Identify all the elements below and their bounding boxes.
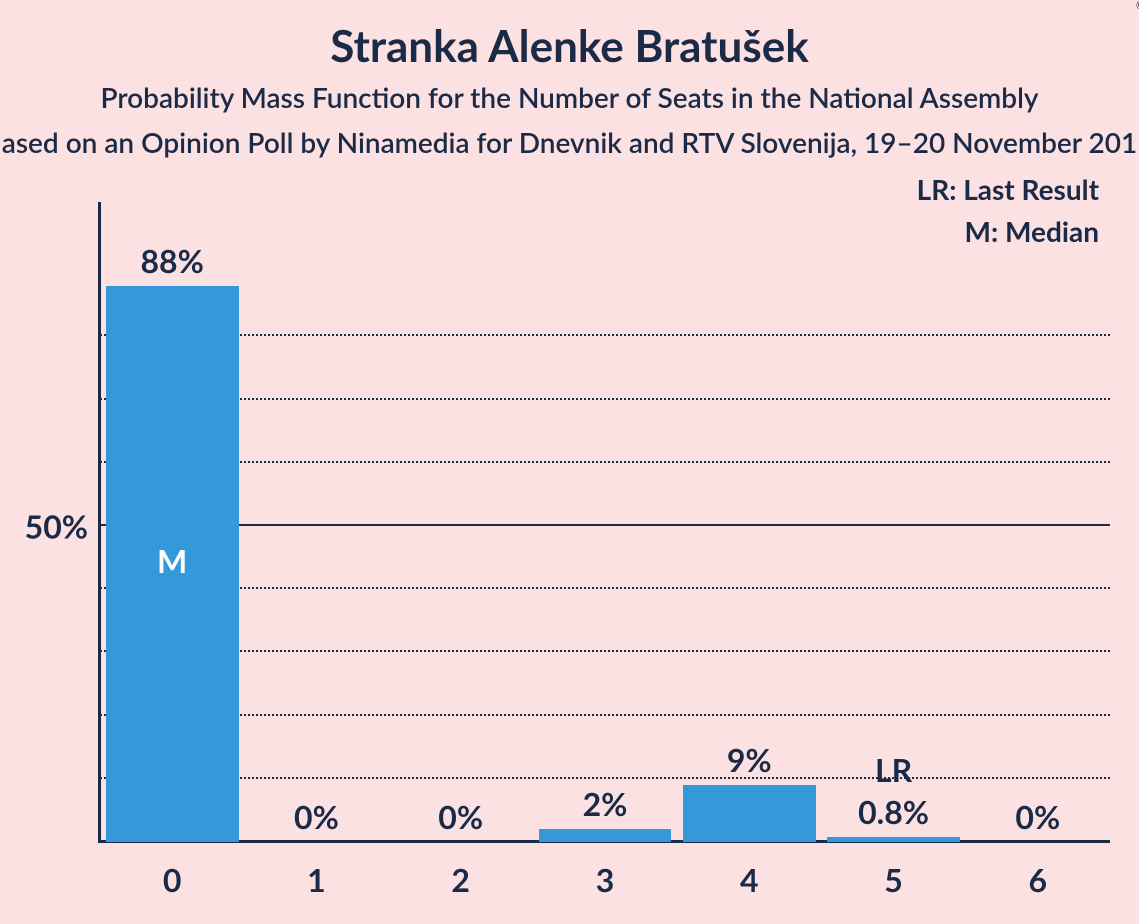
bar-value-label: 2% <box>583 784 628 823</box>
bar-value-label: 9% <box>727 740 772 779</box>
x-tick-label: 0 <box>163 860 182 899</box>
bar-slot: 9%4 <box>677 210 821 842</box>
bar-slot: 0.8%LR5 <box>821 210 965 842</box>
bar-slot: 0%2 <box>389 210 533 842</box>
bar-rect <box>539 829 672 842</box>
chart-title: Stranka Alenke Bratušek <box>0 20 1139 72</box>
bar-value-label: 88% <box>140 241 203 280</box>
bar-rect <box>827 837 960 842</box>
y-tick-label: 50% <box>25 507 88 546</box>
bar-slot: 0%1 <box>244 210 388 842</box>
chart-subtitle-1: Probability Mass Function for the Number… <box>0 80 1139 114</box>
plot-area: 88%M00%10%22%39%40.8%LR50%6 <box>100 210 1110 842</box>
x-tick-label: 3 <box>596 860 615 899</box>
x-tick-label: 2 <box>451 860 470 899</box>
copyright-notice: © 2018 Filip van Laenen <box>1133 0 1139 10</box>
legend-last-result: LR: Last Result <box>917 172 1099 206</box>
bar-slot: 0%6 <box>966 210 1110 842</box>
x-tick-label: 5 <box>884 860 903 899</box>
x-tick-label: 4 <box>740 860 759 899</box>
bar-value-label: 0% <box>1015 797 1060 836</box>
bars-container: 88%M00%10%22%39%40.8%LR50%6 <box>100 210 1110 842</box>
bar-value-label: 0.8% <box>858 792 929 831</box>
bar-slot: 2%3 <box>533 210 677 842</box>
bar-annotation: LR <box>875 750 912 789</box>
chart-subtitle-2: ased on an Opinion Poll by Ninamedia for… <box>0 125 1139 159</box>
x-tick-label: 1 <box>307 860 326 899</box>
bar-rect <box>683 785 816 842</box>
bar-value-label: 0% <box>438 797 483 836</box>
x-tick-label: 6 <box>1029 860 1048 899</box>
bar-slot: 88%M0 <box>100 210 244 842</box>
bar-value-label: 0% <box>294 797 339 836</box>
bar-annotation: M <box>157 541 187 580</box>
